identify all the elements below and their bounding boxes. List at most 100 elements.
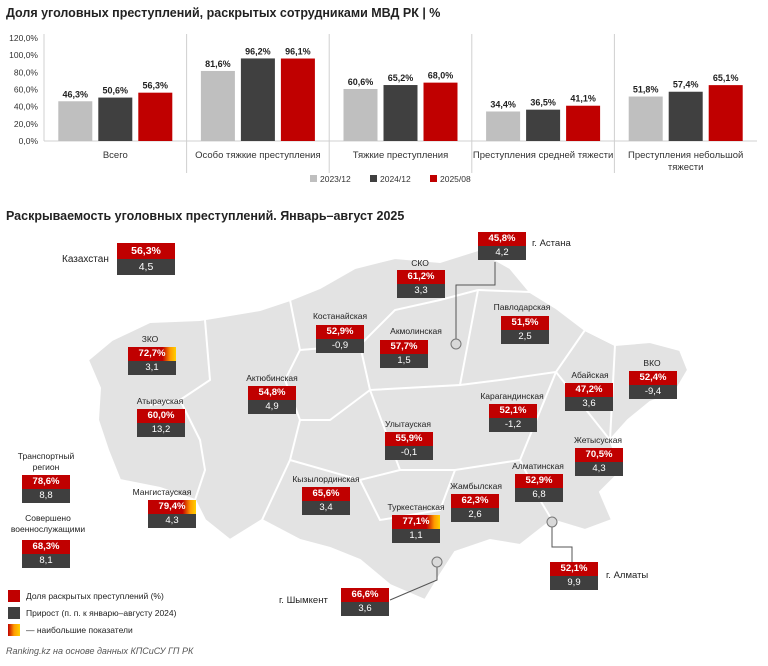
- source-note: Ranking.kz на основе данных КПСиСУ ГП РК: [6, 646, 194, 656]
- region-pct-aktobe: 54,8%: [248, 386, 296, 400]
- region-pct-pavlodar: 51,5%: [501, 316, 549, 330]
- data-label: 65,1%: [713, 73, 739, 83]
- y-tick-label: 60,0%: [14, 85, 39, 95]
- data-label: 65,2%: [388, 73, 414, 83]
- region-box-akmola: 57,7% 1,5: [380, 340, 428, 368]
- region-pct-shymkent: 66,6%: [341, 588, 389, 602]
- region-label-akmola: Акмолинская: [390, 326, 442, 336]
- region-growth-turkestan: 1,1: [392, 529, 440, 543]
- region-pct-kyzylorda: 65,6%: [302, 487, 350, 501]
- region-label-abay: Абайская: [571, 370, 609, 380]
- region-label-kyzylorda: Кызылординская: [292, 474, 360, 484]
- region-pct-zko: 72,7%: [128, 347, 176, 361]
- region-label-ulytau: Улытауская: [385, 419, 431, 429]
- kazakhstan-box: 56,3% 4,5: [117, 243, 175, 275]
- data-label: 36,5%: [530, 98, 556, 108]
- region-label-atyrau: Атырауская: [136, 396, 184, 406]
- region-label-zhetysu: Жетысуская: [573, 435, 623, 445]
- region-growth-pavlodar: 2,5: [501, 330, 549, 344]
- kazakhstan-growth: 4,5: [117, 259, 175, 275]
- region-box-zhetysu: 70,5% 4,3: [575, 448, 623, 476]
- region-pct-zhambyl: 62,3%: [451, 494, 499, 508]
- data-label: 60,6%: [348, 77, 374, 87]
- region-growth-atyrau: 13,2: [137, 423, 185, 437]
- region-growth-almaty-obl: 6,8: [515, 488, 563, 502]
- region-growth-mangystau: 4,3: [148, 514, 196, 528]
- region-box-turkestan: 77,1% 1,1: [392, 515, 440, 543]
- region-box-aktobe: 54,8% 4,9: [248, 386, 296, 414]
- data-label: 81,6%: [205, 59, 231, 69]
- region-box-karaganda: 52,1% -1,2: [489, 404, 537, 432]
- legend-label: 2024/12: [380, 174, 411, 184]
- category-label: Всего: [103, 150, 128, 161]
- shymkent-marker: [431, 556, 443, 568]
- region-box-shymkent: 66,6% 3,6: [341, 588, 389, 616]
- region-pct-sko: 61,2%: [397, 270, 445, 284]
- region-label-military: Совершено военнослужащими: [10, 513, 86, 534]
- region-growth-ulytau: -0,1: [385, 446, 433, 460]
- kazakhstan-pct: 56,3%: [117, 243, 175, 259]
- y-tick-label: 100,0%: [9, 50, 38, 60]
- bar: [628, 96, 663, 141]
- region-pct-kostanay: 52,9%: [316, 325, 364, 339]
- region-label-zko: ЗКО: [141, 334, 159, 344]
- region-label-sko: СКО: [411, 258, 429, 268]
- region-box-zko: 72,7% 3,1: [128, 347, 176, 375]
- data-label: 46,3%: [63, 89, 89, 99]
- region-pct-abay: 47,2%: [565, 383, 613, 397]
- region-box-atyrau: 60,0% 13,2: [137, 409, 185, 437]
- region-growth-sko: 3,3: [397, 284, 445, 298]
- data-label: 68,0%: [428, 71, 454, 81]
- legend-swatch: [310, 175, 317, 182]
- almaty-marker: [546, 516, 558, 528]
- region-label-vko: ВКО: [643, 358, 661, 368]
- category-label: Преступления средней тяжести: [473, 150, 613, 161]
- region-box-kyzylorda: 65,6% 3,4: [302, 487, 350, 515]
- category-label: Тяжкие преступления: [353, 150, 449, 161]
- region-growth-zko: 3,1: [128, 361, 176, 375]
- region-growth-transport: 8,8: [22, 489, 70, 503]
- region-pct-atyrau: 60,0%: [137, 409, 185, 423]
- region-pct-karaganda: 52,1%: [489, 404, 537, 418]
- y-tick-label: 80,0%: [14, 67, 39, 77]
- y-tick-label: 0,0%: [19, 136, 39, 146]
- region-pct-vko: 52,4%: [629, 371, 677, 385]
- region-label-astana: г. Астана: [532, 238, 571, 249]
- region-box-zhambyl: 62,3% 2,6: [451, 494, 499, 522]
- data-label: 51,8%: [633, 85, 659, 95]
- bar: [58, 101, 93, 141]
- data-label: 96,1%: [285, 47, 311, 57]
- region-pct-almaty: 52,1%: [550, 562, 598, 576]
- region-pct-turkestan: 77,1%: [392, 515, 440, 529]
- bar: [668, 91, 703, 141]
- region-growth-military: 8,1: [22, 554, 70, 568]
- data-label: 57,4%: [673, 80, 699, 90]
- region-growth-abay: 3,6: [565, 397, 613, 411]
- region-box-mangystau: 79,4% 4,3: [148, 500, 196, 528]
- legend-swatch-share: [8, 590, 20, 602]
- region-label-almaty-obl: Алматинская: [512, 461, 564, 471]
- region-box-almaty: 52,1% 9,9: [550, 562, 598, 590]
- region-label-aktobe: Актюбинская: [246, 373, 298, 383]
- legend-label: 2023/12: [320, 174, 351, 184]
- category-label: Особо тяжкие преступления: [195, 150, 320, 161]
- data-label: 96,2%: [245, 46, 271, 56]
- region-pct-mangystau: 79,4%: [148, 500, 196, 514]
- region-box-military: 68,3% 8,1: [22, 540, 70, 568]
- region-box-pavlodar: 51,5% 2,5: [501, 316, 549, 344]
- region-box-abay: 47,2% 3,6: [565, 383, 613, 411]
- region-growth-akmola: 1,5: [380, 354, 428, 368]
- astana-leader: [455, 262, 496, 344]
- region-box-vko: 52,4% -9,4: [629, 371, 677, 399]
- map-legend-share: Доля раскрытых преступлений (%): [8, 590, 164, 602]
- map-title: Раскрываемость уголовных преступлений. Я…: [6, 209, 405, 223]
- legend-swatch: [370, 175, 377, 182]
- y-tick-label: 120,0%: [9, 33, 38, 43]
- y-tick-label: 20,0%: [14, 119, 39, 129]
- region-label-karaganda: Карагандинская: [480, 391, 544, 401]
- region-label-transport: Транспортный регион: [17, 451, 75, 472]
- region-pct-military: 68,3%: [22, 540, 70, 554]
- legend-swatch: [430, 175, 437, 182]
- region-label-kostanay: Костанайская: [312, 311, 368, 321]
- bar: [200, 70, 235, 141]
